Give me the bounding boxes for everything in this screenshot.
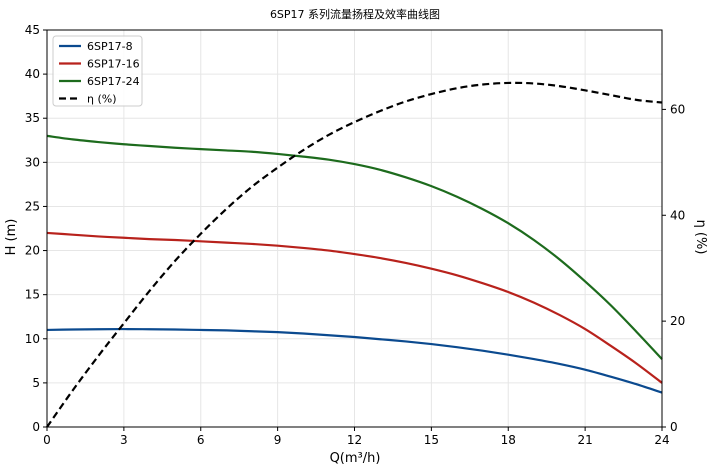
y-tick-label: 20: [25, 244, 40, 258]
x-axis-ticks: 0 3 6 9 12 15 18 21 24: [43, 427, 670, 447]
y-tick-label: 5: [32, 376, 40, 390]
legend-label-1: 6SP17-16: [87, 58, 140, 71]
series-line-3: [46, 81, 663, 428]
y-tick-label: 35: [25, 111, 40, 125]
x-tick-label: 18: [501, 433, 516, 447]
y-tick-label: 0: [32, 420, 40, 434]
series-line-2: [46, 134, 663, 360]
x-tick-label: 21: [577, 433, 592, 447]
y-tick-label: 25: [25, 199, 40, 213]
series-line-1: [46, 231, 663, 384]
x-axis-label: Q(m³/h): [330, 451, 381, 466]
y-tick-label: 10: [25, 332, 40, 346]
y-tick-label: 30: [25, 155, 40, 169]
legend: 6SP17-8 6SP17-16 6SP17-24 η (%): [52, 35, 143, 107]
x-tick-label: 9: [274, 433, 282, 447]
y2-tick-label: 60: [670, 102, 685, 116]
y2-tick-label: 40: [670, 208, 685, 222]
y-axis-label: H (m): [4, 219, 19, 256]
y-tick-label: 15: [25, 288, 40, 302]
series-line-0: [46, 327, 663, 394]
legend-label-0: 6SP17-8: [87, 40, 133, 53]
y2-tick-label: 0: [670, 420, 678, 434]
y-axis-ticks: 0 5 10 15 20 25 30 35 40 45: [25, 23, 47, 434]
x-tick-label: 3: [120, 433, 128, 447]
chart-title: 6SP17 系列流量扬程及效率曲线图: [270, 7, 440, 21]
y-tick-label: 45: [25, 23, 40, 37]
legend-label-2: 6SP17-24: [87, 75, 140, 88]
x-tick-label: 12: [347, 433, 362, 447]
grid: [46, 29, 663, 428]
y2-axis-ticks: 0 20 40 60: [662, 102, 685, 434]
x-tick-label: 6: [197, 433, 205, 447]
y-tick-label: 40: [25, 67, 40, 81]
x-tick-label: 24: [654, 433, 669, 447]
x-tick-label: 0: [43, 433, 51, 447]
curves: [46, 81, 663, 428]
y2-tick-label: 20: [670, 314, 685, 328]
legend-label-3: η (%): [87, 93, 117, 106]
x-tick-label: 15: [424, 433, 439, 447]
y2-axis-label: η (%): [693, 220, 708, 255]
legend-box: [52, 35, 143, 107]
